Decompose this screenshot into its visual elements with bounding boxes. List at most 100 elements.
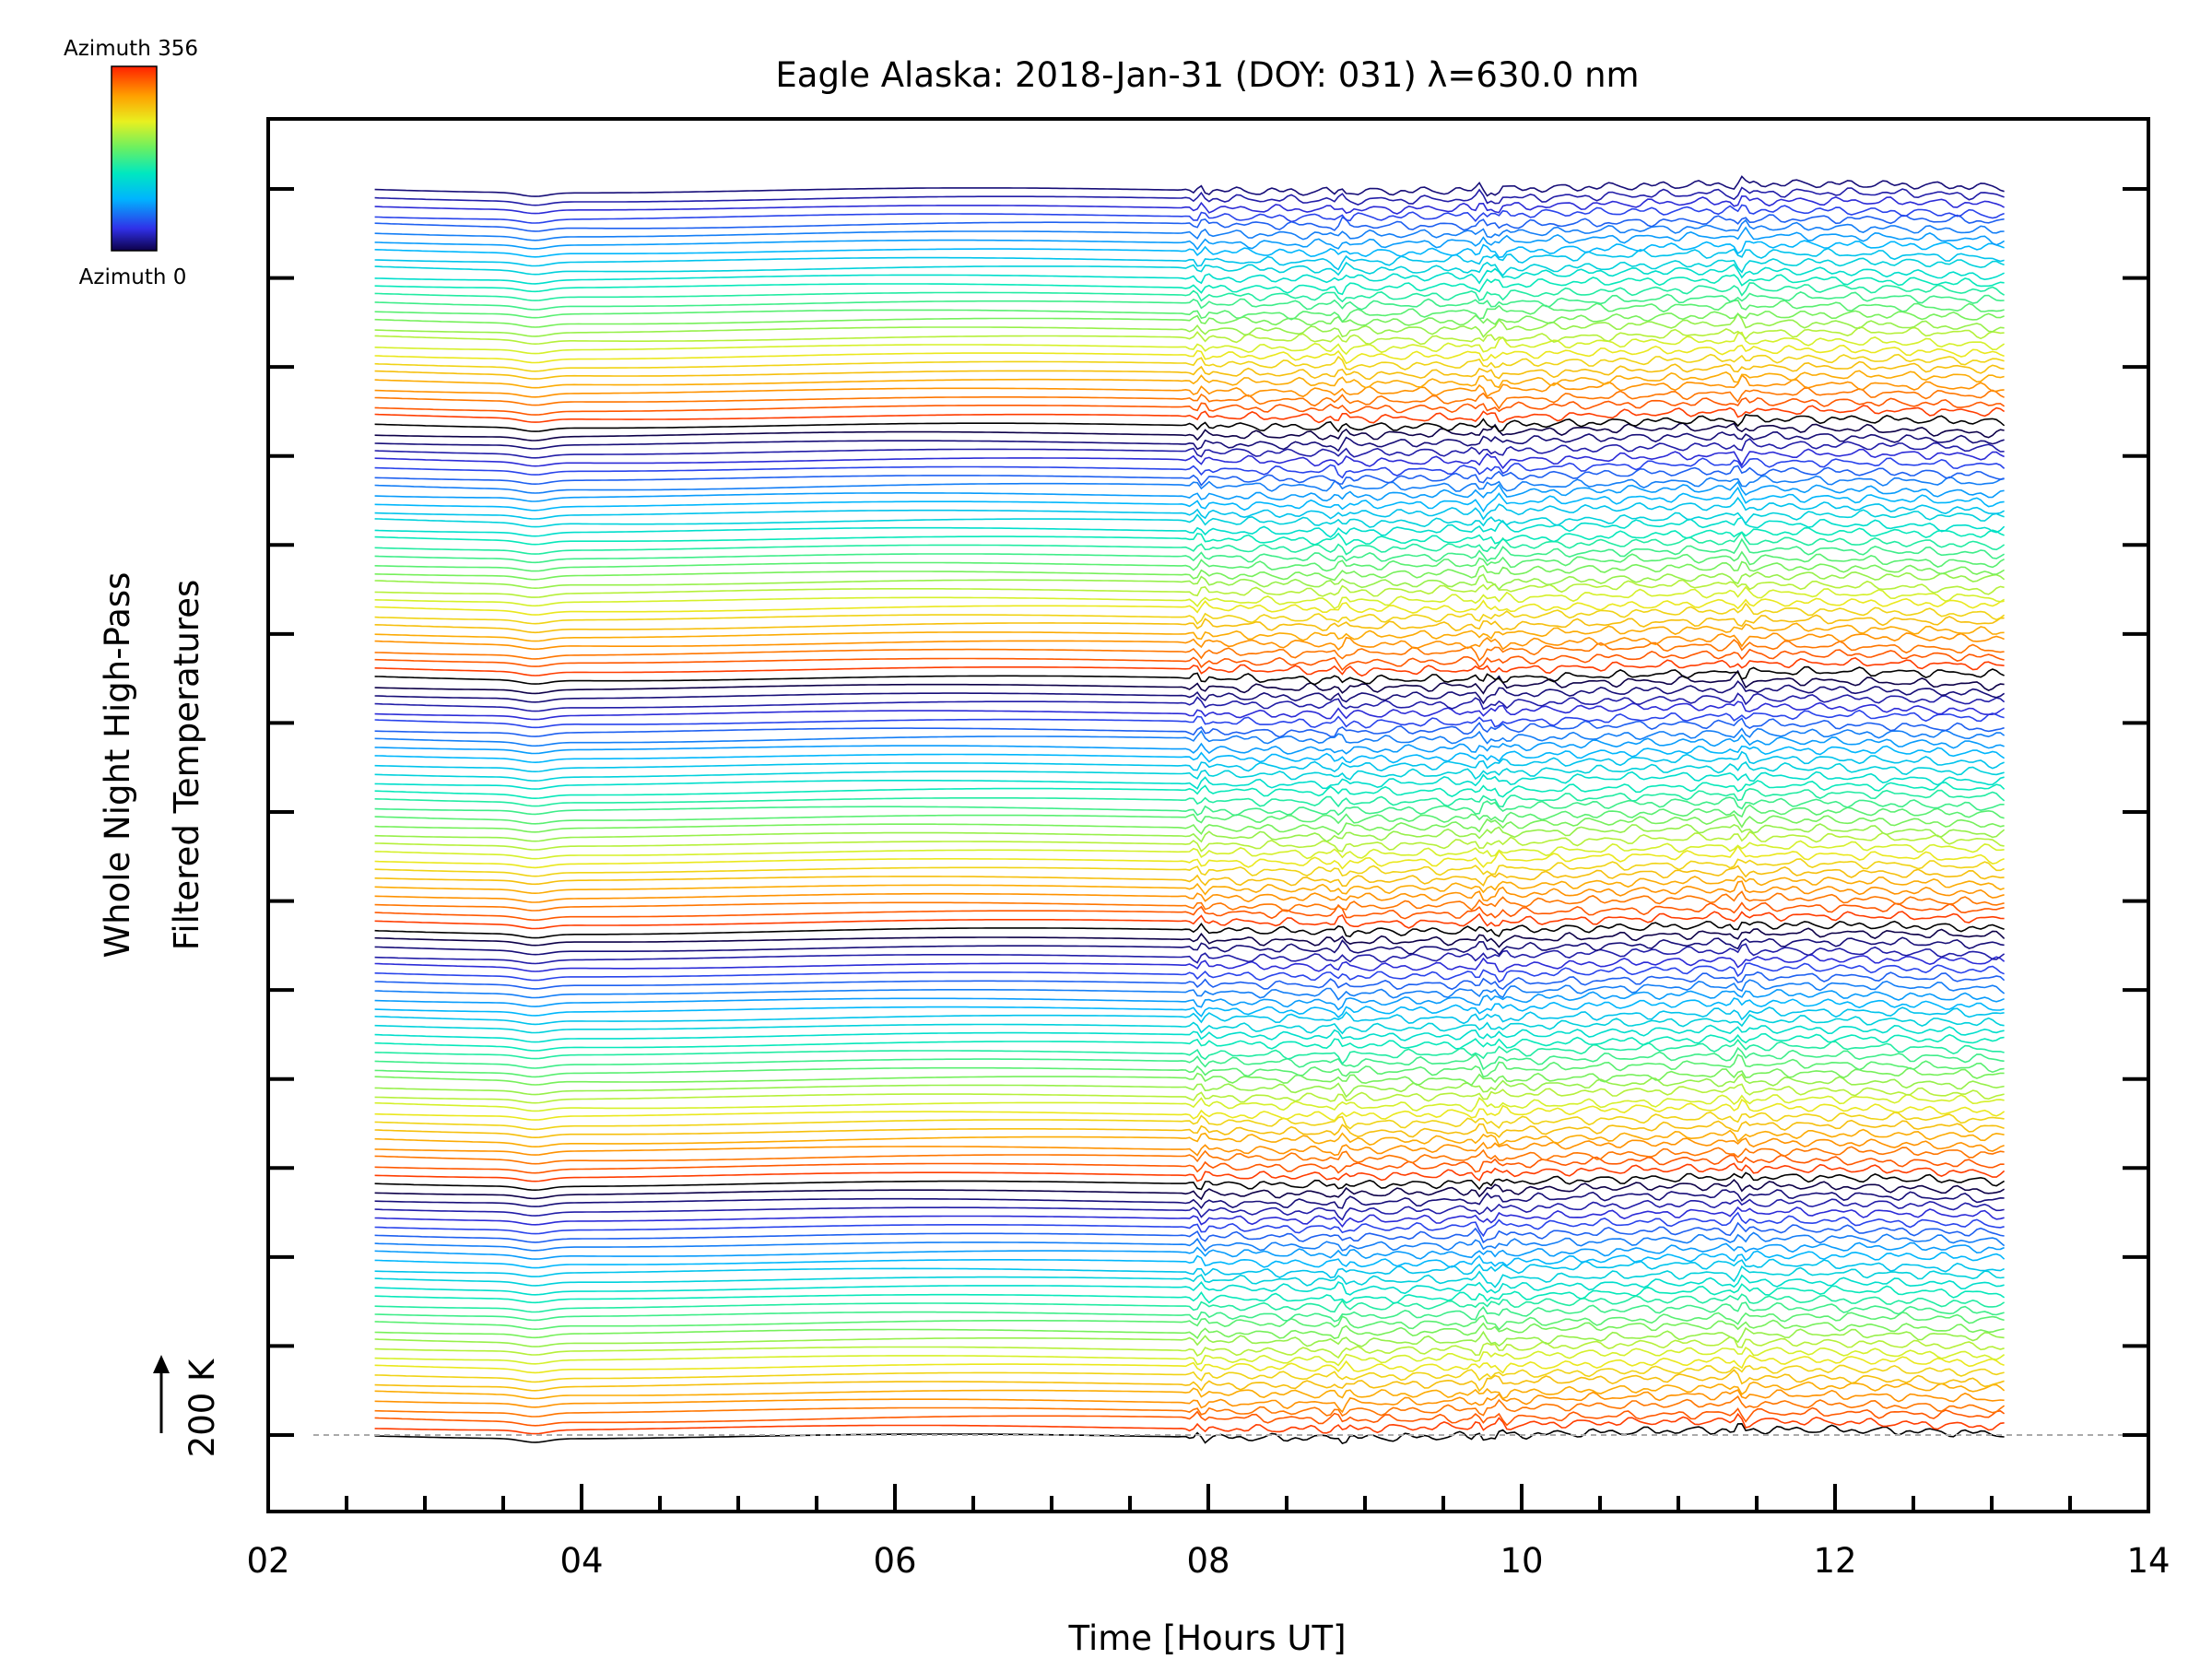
series-line [374,1389,2005,1414]
series-line [374,750,2005,773]
series-line [374,717,2005,738]
series-line [374,787,2006,808]
series-line [374,709,2005,729]
scale-bar-label: 200 K [182,1358,222,1457]
series-line [374,1189,2005,1209]
y-axis-label-line1: Whole Night High-Pass [98,572,137,959]
series-line [374,422,2005,441]
series-line [374,486,2005,513]
series-line [374,1241,2005,1260]
series-line [374,175,2005,197]
y-axis-label-line2: Filtered Temperatures [167,580,206,950]
series-line [374,823,2006,843]
series-line [374,550,2005,572]
series-line [374,1406,2006,1427]
series-line [374,396,2006,416]
series-line [374,344,2005,365]
series-line [374,1024,2005,1043]
chart-title: Eagle Alaska: 2018-Jan-31 (DOY: 031) λ=6… [775,55,1639,95]
series-line [374,1412,2005,1435]
series-line [374,1053,2005,1078]
series-line [374,1346,2006,1367]
series-line [374,943,2006,965]
series-line [374,727,2006,747]
series-line [374,1006,2005,1026]
series-line [374,438,2005,459]
series-layer [374,175,2006,1445]
series-line [374,300,2005,324]
series-line [374,310,2005,328]
series-line [374,692,2006,712]
series-line [374,858,2005,877]
series-line [374,1211,2005,1238]
series-line [374,1128,2005,1148]
series-line [374,844,2005,870]
series-line [374,360,2005,381]
series-line [374,465,2005,487]
series-line [374,734,2005,755]
series-line [374,247,2005,271]
x-tick-label: 02 [246,1541,289,1581]
series-line [374,1066,2005,1087]
series-line [374,1206,2005,1229]
series-line [374,1221,2005,1244]
series-line [374,480,2005,502]
series-line [374,1098,2006,1122]
series-line [374,1198,2005,1221]
series-line [374,204,2005,224]
series-line [374,1312,2005,1331]
x-tick-label: 12 [1813,1541,1856,1581]
series-line [374,639,2005,662]
series-line [374,901,2005,922]
series-line [374,560,2006,582]
series-line [374,1146,2005,1165]
series-line [374,1046,2005,1071]
colorbar: Azimuth 356 Azimuth 0 [64,37,198,289]
x-tick-label: 08 [1186,1541,1230,1581]
series-line [374,537,2006,564]
series-line [374,194,2005,215]
series-line [374,1265,2005,1288]
series-line [374,1369,2005,1393]
scale-bar-arrow-head [153,1355,170,1373]
series-line [374,979,2006,1001]
series-line [374,1395,2006,1418]
series-line [374,579,2005,598]
axis-layer: 02 04 06 08 10 12 14 [246,187,2171,1581]
series-line [374,1293,2006,1313]
series-line [374,796,2005,817]
series-line [374,370,2005,389]
series-line [374,509,2005,528]
series-line [374,457,2006,479]
series-line [374,1258,2005,1279]
series-line [374,282,2006,303]
series-line [374,880,2005,903]
series-line [374,780,2006,800]
plot-frame [266,117,2150,1513]
series-line [374,657,2005,677]
series-line [374,1250,2006,1269]
series-line [374,263,2005,285]
series-line [374,1039,2005,1065]
series-line [374,240,2005,259]
series-line [374,1178,2006,1201]
series-line [374,274,2005,296]
series-line [374,927,2006,948]
series-line [374,331,2006,356]
x-tick-label: 14 [2126,1541,2170,1581]
series-line [374,665,2005,686]
series-line [374,745,2006,764]
series-line [374,1119,2005,1139]
series-line [374,373,2005,398]
series-line [374,1073,2005,1099]
series-line [374,214,2005,232]
series-line [374,1274,2005,1296]
series-line [374,840,2005,860]
series-line [374,531,2006,556]
series-line [374,430,2005,453]
series-line [374,771,2005,791]
series-line [374,326,2005,346]
series-line [374,475,2005,494]
series-line [374,526,2005,547]
